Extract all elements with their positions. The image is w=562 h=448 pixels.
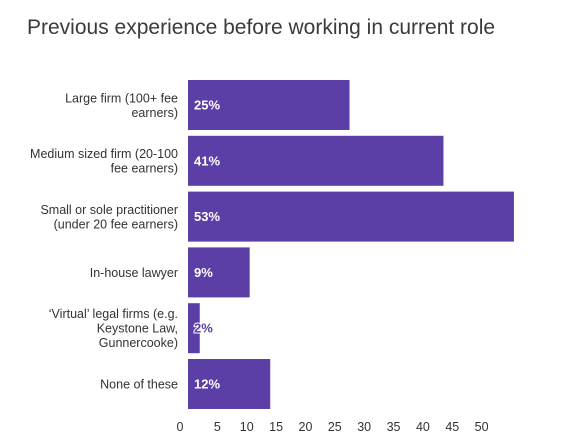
bar-5 (188, 359, 271, 409)
category-label-5: None of these (100, 378, 178, 392)
bar-3 (188, 247, 250, 298)
x-tick-label-30: 30 (357, 420, 371, 434)
category-label-2: Small or sole practitioner (under 20 fee … (40, 203, 178, 232)
bar-1 (188, 135, 444, 186)
x-tick-label-50: 50 (475, 420, 489, 434)
x-tick-label-20: 20 (299, 420, 313, 434)
category-label-1: Medium sized firm (20-100 fee earners) (30, 147, 178, 176)
data-label-2: 53% (194, 209, 220, 224)
bar-2 (188, 191, 514, 242)
data-label-3: 9% (194, 265, 213, 280)
data-label-0: 25% (194, 98, 220, 113)
category-label-line: In-house lawyer (90, 266, 178, 280)
category-label-line: fee earners) (111, 162, 178, 176)
category-label-line: ‘Virtual’ legal firms (e.g. (49, 307, 178, 321)
category-label-line: Small or sole practitioner (40, 203, 178, 217)
category-label-4: ‘Virtual’ legal firms (e.g. Keystone Law,… (49, 307, 178, 350)
chart-title: Previous experience before working in cu… (27, 16, 496, 39)
x-tick-label-40: 40 (416, 420, 430, 434)
data-label-1: 41% (194, 153, 220, 168)
x-tick-label-0: 0 (177, 420, 184, 434)
category-label-line: earners) (131, 106, 178, 120)
x-tick-label-35: 35 (387, 420, 401, 434)
x-axis-ticks: 0 5 10 15 20 25 30 35 40 45 50 (177, 420, 489, 434)
category-label-line: None of these (100, 378, 178, 392)
x-tick-label-10: 10 (240, 420, 254, 434)
bar-0 (188, 80, 350, 130)
x-tick-label-25: 25 (328, 420, 342, 434)
category-labels: Large firm (100+ fee earners) Medium sized… (30, 91, 178, 391)
x-tick-label-5: 5 (214, 420, 221, 434)
category-label-line: (under 20 fee earners) (54, 217, 178, 231)
category-label-line: Keystone Law, (97, 322, 178, 336)
category-label-0: Large firm (100+ fee earners) (65, 91, 178, 120)
x-tick-label-15: 15 (269, 420, 283, 434)
category-label-3: In-house lawyer (90, 266, 178, 280)
data-label-4: 2% (194, 321, 213, 336)
data-label-5: 12% (194, 377, 220, 392)
bars-layer: 25% 41% 53% 9% 2% 12% (188, 80, 514, 409)
bar-4 (188, 303, 200, 354)
category-label-line: Large firm (100+ fee (65, 91, 178, 105)
category-label-line: Medium sized firm (20-100 (30, 147, 178, 161)
x-tick-label-45: 45 (445, 420, 459, 434)
category-label-line: Gunnercooke) (99, 336, 178, 350)
